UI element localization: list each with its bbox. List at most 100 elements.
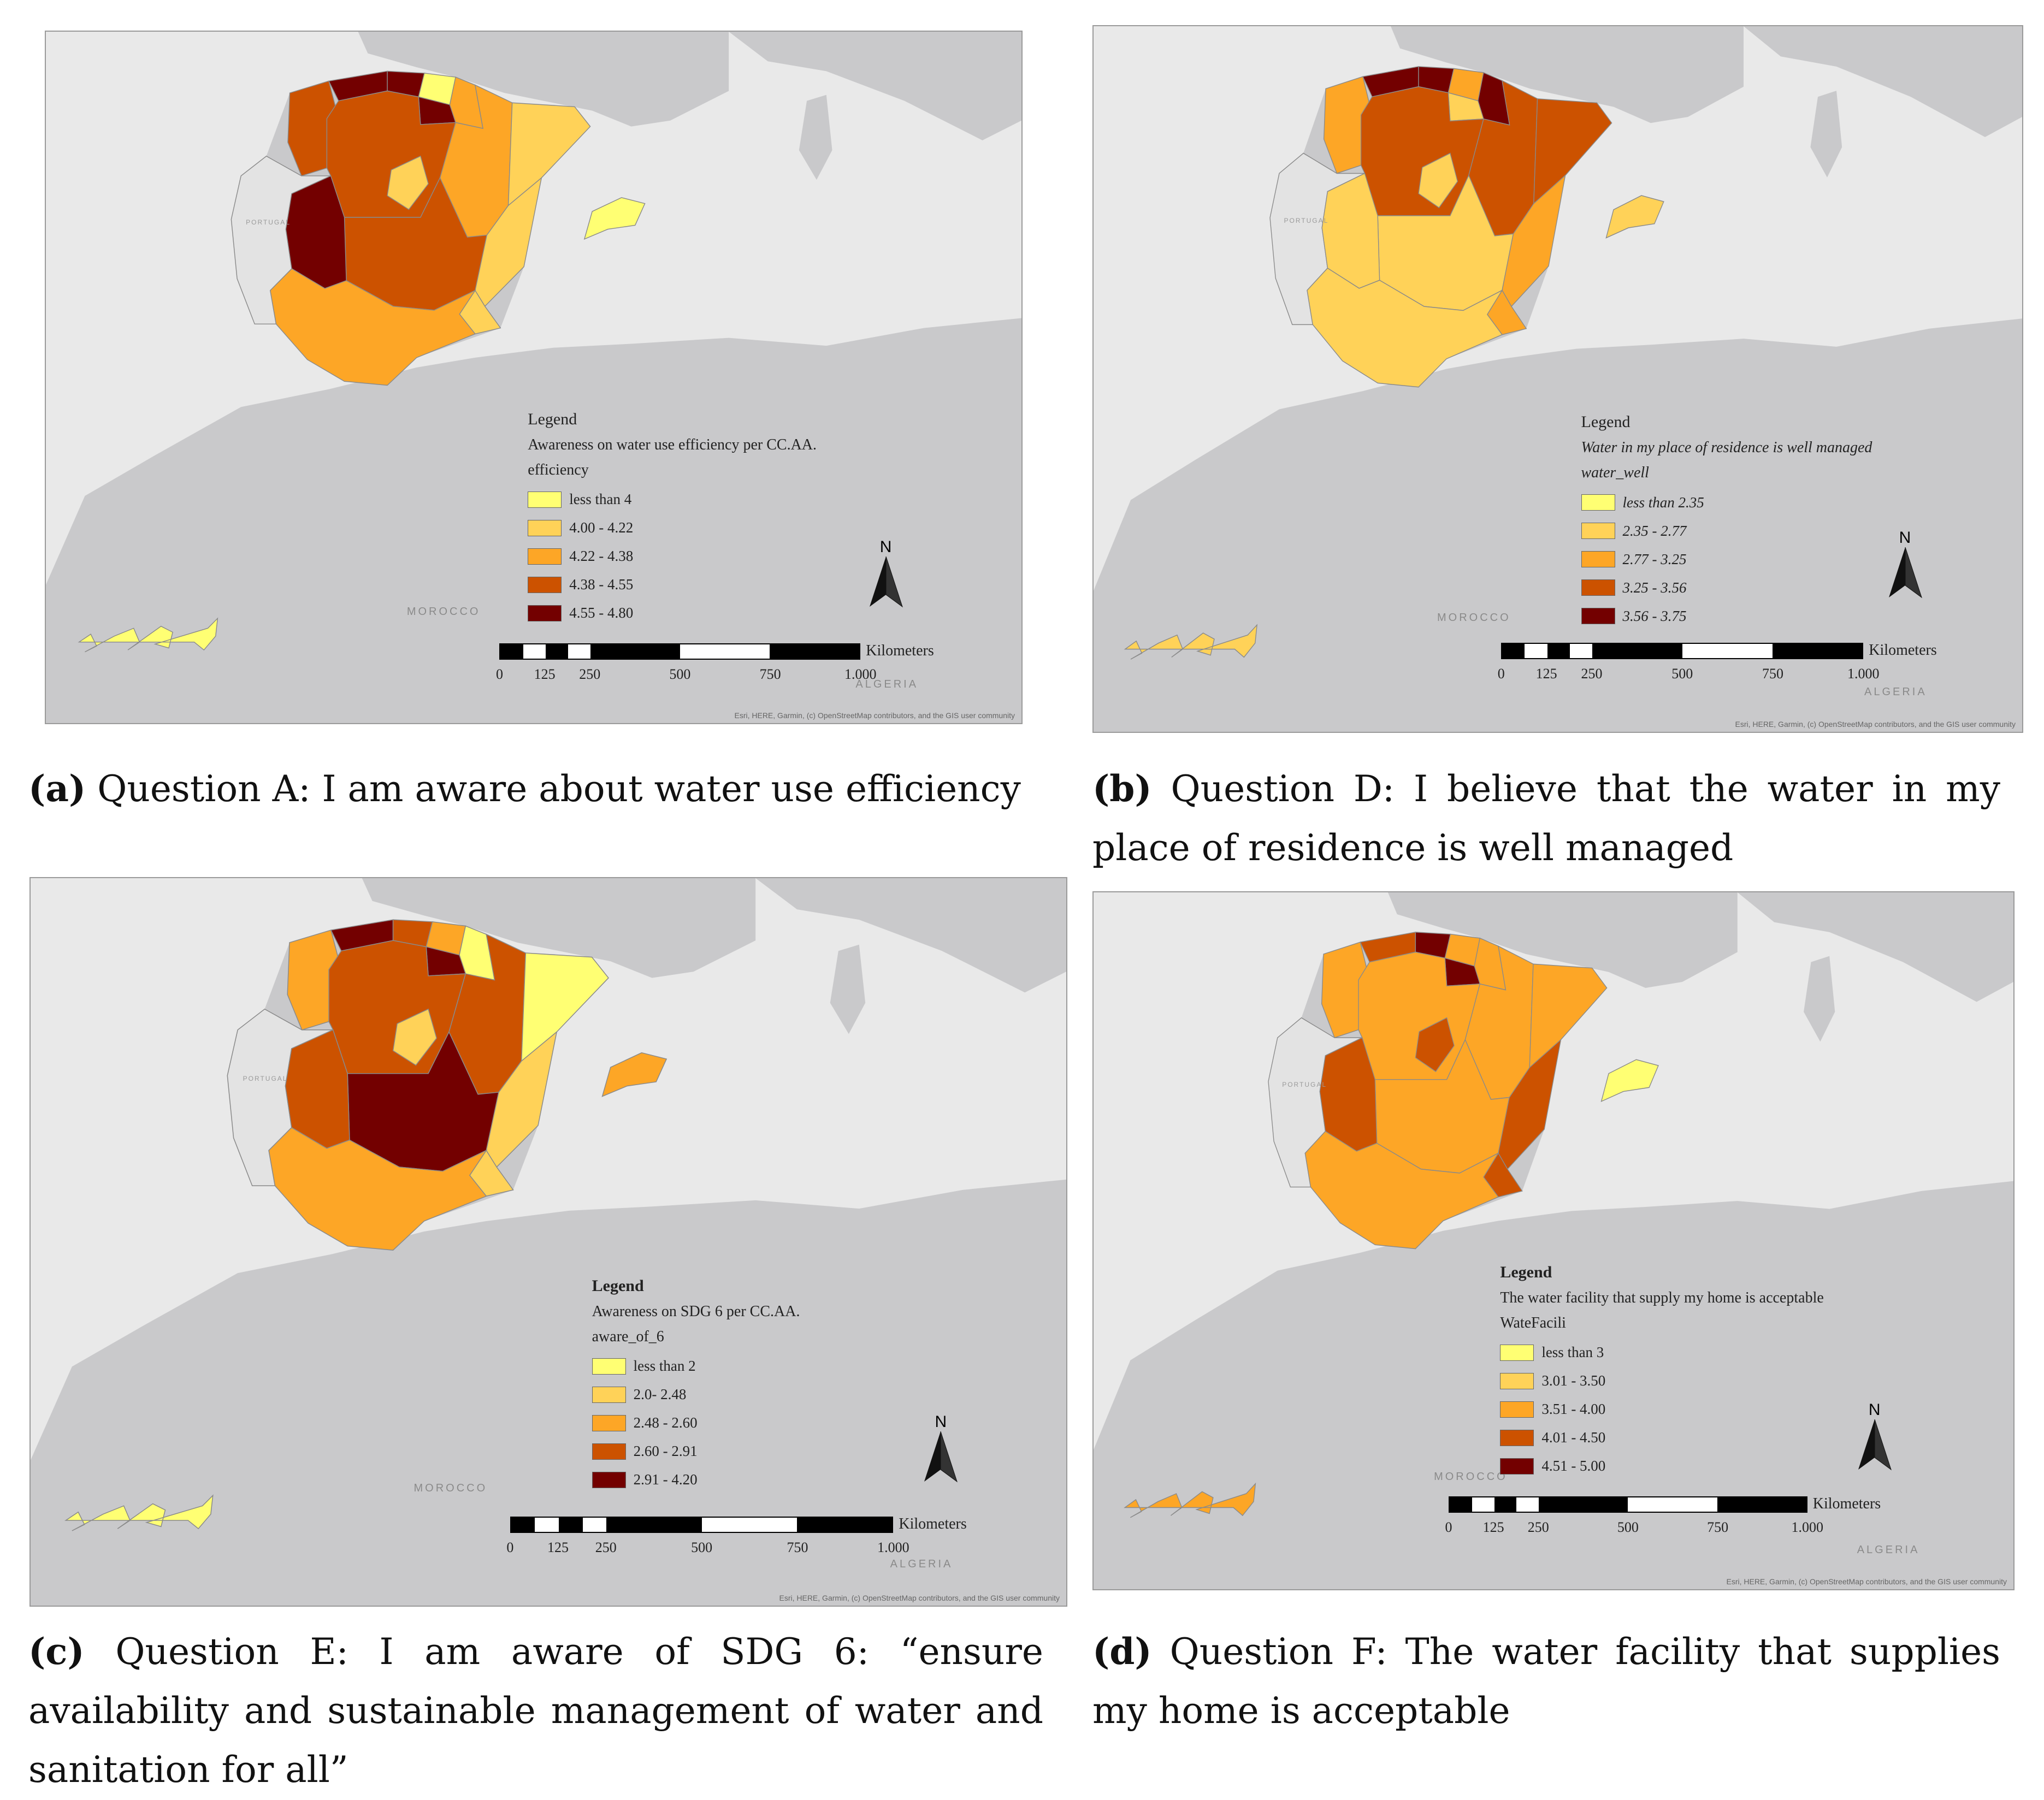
scale-tick: 1.000	[1847, 666, 1880, 682]
legend-label: 2.91 - 4.20	[633, 1471, 698, 1488]
legend-label: 4.22 - 4.38	[569, 548, 634, 564]
region-andalusia	[270, 268, 476, 386]
panel-a: PORTUGAL MOROCCO ALGERIA Legend Awareness on…	[0, 0, 1023, 852]
caption-d: (d) Question F: The water facility that …	[1092, 1622, 2000, 1740]
land-mass	[1391, 26, 1744, 123]
land-mass	[362, 878, 756, 978]
legend-swatch	[1581, 608, 1615, 625]
legend-label: 3.51 - 4.00	[1541, 1401, 1606, 1418]
legend-subtitle: Awareness on water use efficiency per CC…	[528, 436, 817, 453]
caption-c: (c) Question E: I am aware of SDG 6: “en…	[28, 1622, 1043, 1799]
region-baleares	[583, 197, 646, 240]
legend-field: aware_of_6	[592, 1328, 664, 1345]
map-attribution: Esri, HERE, Garmin, (c) OpenStreetMap co…	[1735, 720, 2016, 729]
scale-tick: 0	[506, 1540, 514, 1556]
region-catalonia	[507, 102, 591, 206]
land-mass	[1737, 892, 2013, 1002]
legend-row: 4.51 - 5.00	[1500, 1452, 1823, 1481]
legend-swatch	[592, 1443, 626, 1460]
scale-bar: 0 125 250 500 750 1.000 Kilometers	[1498, 642, 1937, 684]
scale-tick: 750	[787, 1540, 808, 1556]
map-legend: Legend Water in my place of residence is …	[1581, 413, 1872, 630]
north-arrow-icon	[869, 556, 903, 608]
legend-row: 4.55 - 4.80	[528, 599, 817, 627]
label-morocco: MOROCCO	[413, 1482, 488, 1494]
scale-tick: 1.000	[1791, 1519, 1824, 1536]
north-arrow-icon	[1858, 1419, 1892, 1471]
legend-row: 4.22 - 4.38	[528, 542, 817, 571]
caption-b: (b) Question D: I believe that the water…	[1092, 759, 2000, 878]
legend-swatch	[592, 1414, 626, 1431]
legend-swatch	[1500, 1401, 1534, 1418]
legend-swatch	[528, 519, 562, 536]
land-mass	[1094, 1181, 2013, 1589]
label-algeria: ALGERIA	[1864, 686, 1927, 698]
scale-tick: 500	[691, 1540, 713, 1556]
north-label: N	[935, 1413, 947, 1431]
land-mass	[358, 32, 729, 127]
caption-text: Question F: The water facility that supp…	[1092, 1631, 2001, 1732]
region-madrid	[387, 155, 429, 210]
legend-label: 4.38 - 4.55	[569, 576, 634, 593]
land-mass	[729, 32, 1021, 140]
north-arrow-icon	[924, 1431, 958, 1483]
legend-swatch	[1581, 579, 1615, 596]
legend-label: 2.48 - 2.60	[633, 1414, 698, 1431]
legend-row: 4.38 - 4.55	[528, 571, 817, 599]
north-arrow: N	[869, 538, 903, 614]
legend-row: less than 3	[1500, 1339, 1823, 1367]
legend-row: 3.01 - 3.50	[1500, 1367, 1823, 1395]
scale-tick: 1.000	[844, 666, 877, 683]
scale-tick: 750	[759, 666, 781, 683]
land-mass	[1810, 91, 1842, 177]
north-arrow-icon	[1888, 547, 1922, 599]
region-baleares	[601, 1052, 667, 1097]
region-madrid	[1418, 152, 1458, 209]
map-canvas	[1094, 26, 2022, 732]
land-mass	[1744, 26, 2022, 138]
legend-swatch	[1500, 1458, 1534, 1475]
legend-row: 3.51 - 4.00	[1500, 1395, 1823, 1424]
map-attribution: Esri, HERE, Garmin, (c) OpenStreetMap co…	[734, 711, 1015, 720]
legend-swatch	[1500, 1372, 1534, 1389]
map-legend: Legend Awareness on water use efficiency …	[528, 410, 817, 627]
legend-label: 4.51 - 5.00	[1541, 1458, 1606, 1475]
land-mass	[1804, 956, 1835, 1042]
scale-tick: 125	[1482, 1519, 1504, 1536]
region-andalusia	[1304, 1130, 1499, 1250]
scale-tick: 125	[1535, 666, 1557, 682]
map-canvas	[31, 878, 1066, 1606]
legend-label: 3.25 - 3.56	[1622, 579, 1687, 596]
legend-subtitle: Water in my place of residence is well m…	[1581, 439, 1872, 457]
legend-subtitle: Awareness on SDG 6 per CC.AA.	[592, 1302, 800, 1320]
label-algeria: ALGERIA	[855, 678, 919, 690]
legend-row: 4.01 - 4.50	[1500, 1424, 1823, 1452]
land-mass	[31, 1179, 1066, 1606]
scale-tick: 0	[1445, 1519, 1452, 1536]
legend-label: less than 2	[633, 1358, 696, 1375]
legend-field: efficiency	[528, 461, 589, 478]
legend-swatch	[1500, 1429, 1534, 1446]
scale-tick: 0	[495, 666, 503, 683]
caption-letter: (b)	[1092, 767, 1152, 810]
scale-unit: Kilometers	[1869, 642, 1937, 659]
region-baleares	[1605, 195, 1664, 239]
legend-row: 3.56 - 3.75	[1581, 602, 1872, 630]
legend-heading: Legend	[592, 1276, 644, 1295]
map-attribution: Esri, HERE, Garmin, (c) OpenStreetMap co…	[779, 1594, 1060, 1602]
region-madrid	[392, 1008, 438, 1066]
legend-row: 2.35 - 2.77	[1581, 517, 1872, 545]
legend-swatch	[1581, 551, 1615, 568]
label-portugal: PORTUGAL	[1284, 216, 1329, 224]
north-arrow: N	[923, 1413, 958, 1489]
label-morocco: MOROCCO	[1437, 612, 1511, 624]
legend-label: 2.60 - 2.91	[633, 1443, 698, 1460]
legend-heading: Legend	[1500, 1263, 1552, 1281]
map-canvas	[1094, 892, 2013, 1589]
legend-swatch	[528, 576, 562, 593]
map-b: PORTUGAL MOROCCO ALGERIA Legend Water in my …	[1092, 25, 2023, 733]
legend-swatch	[592, 1358, 626, 1375]
label-algeria: ALGERIA	[1857, 1544, 1920, 1556]
legend-label: 4.01 - 4.50	[1541, 1429, 1606, 1446]
